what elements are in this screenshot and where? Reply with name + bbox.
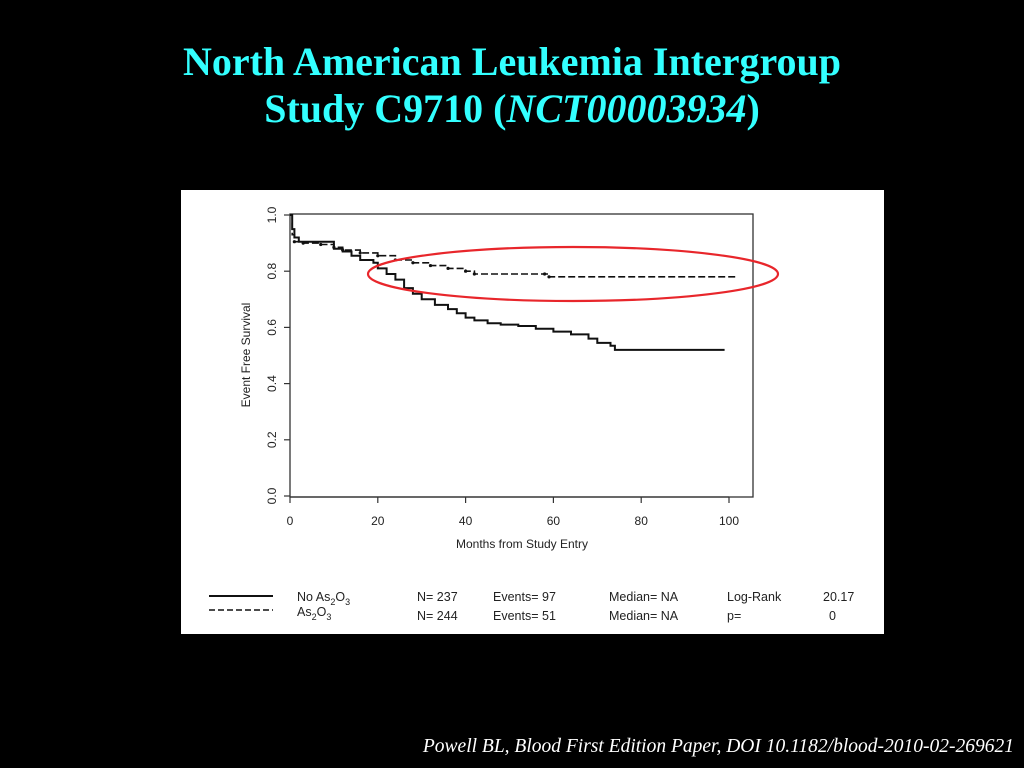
events-as2o3: Events= 51 [493, 609, 556, 623]
title-line-2: Study C9710 (NCT00003934) [0, 85, 1024, 132]
y-axis-label: Event Free Survival [239, 303, 253, 408]
highlight-ellipse [366, 245, 780, 303]
series-line-as2o3 [290, 214, 738, 278]
censor-mark [464, 269, 468, 273]
citation: Powell BL, Blood First Edition Paper, DO… [422, 736, 1014, 757]
legend-label-as2o3: As2O3 [297, 605, 331, 622]
slide-title: North American Leukemia Intergroup Study… [0, 38, 1024, 132]
y-axis: 0.0 0.2 0.4 0.6 0.8 1.0 [265, 206, 290, 504]
x-tick-label: 100 [719, 514, 739, 528]
x-tick-label: 80 [635, 514, 649, 528]
censor-mark [411, 261, 415, 265]
title-line-2-prefix: Study C9710 ( [264, 86, 507, 131]
survival-curves [290, 214, 738, 351]
censor-mark [376, 254, 380, 258]
censor-mark [358, 251, 362, 255]
censor-mark [319, 242, 323, 247]
y-tick-label: 0.4 [265, 375, 279, 392]
y-tick-label: 0.6 [265, 319, 279, 336]
n-no-as2o3: N= 237 [417, 590, 458, 604]
legend-label-no-as2o3: No As2O3 [297, 590, 350, 607]
censor-mark [547, 275, 551, 279]
y-tick-label: 0.2 [265, 431, 279, 448]
x-tick-label: 60 [547, 514, 561, 528]
censor-mark [301, 241, 305, 245]
x-tick-label: 20 [371, 514, 385, 528]
title-line-2-suffix: ) [746, 86, 760, 131]
logrank-label: Log-Rank [727, 590, 782, 604]
censor-mark [428, 263, 433, 268]
x-tick-label: 40 [459, 514, 473, 528]
x-axis: 0 20 40 60 80 100 [287, 496, 739, 528]
x-tick-label: 0 [287, 514, 294, 528]
chart-panel: 0.0 0.2 0.4 0.6 0.8 1.0 0 20 40 60 80 100 Event Fr… [181, 190, 884, 634]
censor-mark [292, 240, 296, 244]
y-tick-label: 1.0 [265, 206, 279, 223]
censor-mark [543, 272, 547, 276]
logrank-value: 20.17 [823, 590, 854, 604]
n-as2o3: N= 244 [417, 609, 458, 623]
y-tick-label: 0.0 [265, 487, 279, 504]
censor-mark [332, 245, 336, 249]
median-no-as2o3: Median= NA [609, 590, 679, 604]
x-axis-label: Months from Study Entry [456, 537, 588, 551]
events-no-as2o3: Events= 97 [493, 590, 556, 604]
y-tick-label: 0.8 [265, 263, 279, 280]
survival-chart: 0.0 0.2 0.4 0.6 0.8 1.0 0 20 40 60 80 100 Event Fr… [209, 206, 854, 623]
trial-id: NCT00003934 [506, 86, 747, 131]
p-value: 0 [829, 609, 836, 623]
title-line-1: North American Leukemia Intergroup [182, 39, 842, 84]
censor-mark [472, 272, 476, 276]
legend: No As2O3 As2O3 N= 237 N= 244 Events= 97 … [209, 590, 854, 623]
censor-mark [446, 266, 450, 270]
series-line-no-as2o3 [290, 214, 725, 351]
censor-mark [341, 248, 345, 252]
p-label: p= [727, 609, 741, 623]
median-as2o3: Median= NA [609, 609, 679, 623]
